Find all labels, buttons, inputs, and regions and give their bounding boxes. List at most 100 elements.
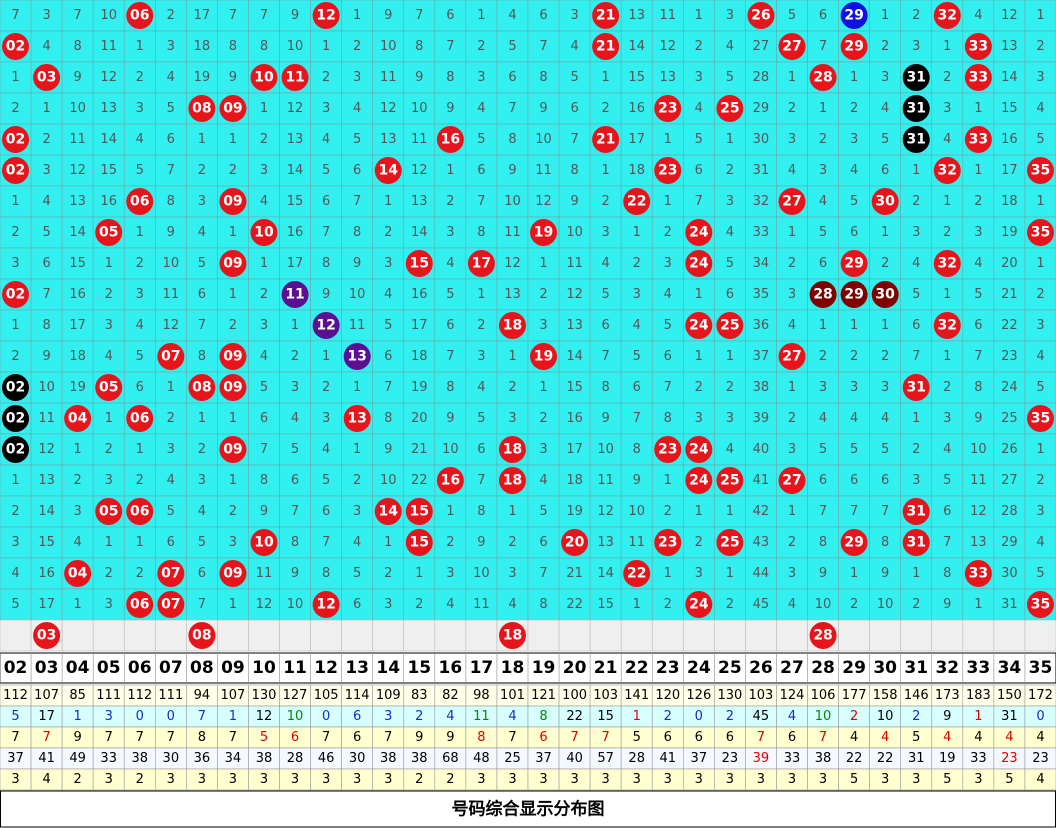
stat-value: 141 [624,688,649,703]
cell [310,495,342,528]
omission-count: 6 [570,101,578,116]
omission-count: 2 [167,411,175,426]
column-header: 14 [376,658,400,678]
column-header: 20 [563,658,587,678]
stat-value: 173 [935,688,960,703]
stat-value: 4 [508,709,516,724]
omission-count: 2 [198,163,206,178]
ball-number: 09 [223,101,242,117]
omission-count: 2 [1036,39,1044,54]
omission-count: 21 [1001,287,1018,302]
cell [372,0,405,32]
cell [931,526,964,559]
omission-count: 9 [322,287,330,302]
omission-count: 1 [105,256,113,271]
omission-count: 10 [877,597,894,612]
omission-count: 2 [539,411,547,426]
cell [310,433,342,466]
ball-number: 23 [658,101,677,117]
ball-number: 16 [441,473,460,489]
cell [527,526,560,559]
cell [900,309,933,342]
omission-count: 3 [167,442,175,457]
omission-count: 4 [819,194,827,209]
ball [809,64,837,91]
stat-value: 124 [780,688,805,703]
omission-count: 6 [198,566,206,581]
omission-count: 3 [42,163,50,178]
cell [993,402,1026,435]
omission-count: 5 [633,349,641,364]
cell [434,619,467,652]
stat-value: 4 [788,709,796,724]
omission-count: 2 [726,380,734,395]
omission-count: 2 [11,504,19,519]
ball-number: 05 [99,504,118,520]
cell [527,92,560,125]
cell [558,309,591,342]
omission-count: 1 [788,225,796,240]
omission-count: 1 [42,101,50,116]
cell [1024,619,1056,652]
cell [434,588,467,621]
stat-value: 4 [42,772,50,787]
cell [248,185,280,218]
omission-count: 2 [602,101,610,116]
omission-count: 4 [136,132,144,147]
omission-count: 4 [384,287,392,302]
omission-count: 11 [504,225,521,240]
cell [310,278,342,311]
stat-value: 39 [753,751,770,766]
ball [964,126,992,153]
omission-count: 2 [508,380,516,395]
cell [30,154,63,187]
omission-count: 5 [602,287,610,302]
column-header: 25 [718,658,742,678]
cell [30,402,63,435]
ball-number: 29 [844,256,863,272]
cell [869,371,902,404]
ball [250,529,278,556]
cell [0,557,32,590]
omission-count: 11 [535,163,552,178]
column-header: 22 [625,658,649,678]
ball [1026,591,1054,618]
omission-count: 3 [664,256,672,271]
omission-count: 1 [912,566,920,581]
ball-number: 07 [161,566,180,582]
cell [92,340,125,373]
cell [310,30,342,63]
omission-count: 2 [974,194,982,209]
omission-count: 2 [198,442,206,457]
cell [92,557,125,590]
omission-count: 4 [105,349,113,364]
omission-count: 1 [198,132,206,147]
stat-value: 112 [3,688,28,703]
omission-count: 4 [322,132,330,147]
omission-count: 3 [539,318,547,333]
column-header: 18 [501,658,525,678]
cell [527,278,560,311]
ball-number: 22 [627,566,646,582]
stat-value: 28 [628,751,645,766]
cell [248,402,280,435]
omission-count: 10 [287,39,304,54]
omission-count: 15 [1001,101,1018,116]
stat-value: 38 [380,751,397,766]
ball-number: 14 [378,504,398,520]
cell [434,30,467,63]
cell [186,588,218,621]
omission-count: 5 [912,287,920,302]
stat-value: 7 [322,730,330,745]
cell [931,278,964,311]
omission-count: 4 [508,597,516,612]
stat-value: 83 [411,688,428,703]
stat-value: 120 [655,688,680,703]
ball [1026,405,1054,432]
cell [745,340,777,373]
stat-value: 7 [384,730,392,745]
stat-value: 2 [415,772,423,787]
omission-count: 3 [353,70,361,85]
omission-count: 5 [539,504,547,519]
cell [682,557,715,590]
